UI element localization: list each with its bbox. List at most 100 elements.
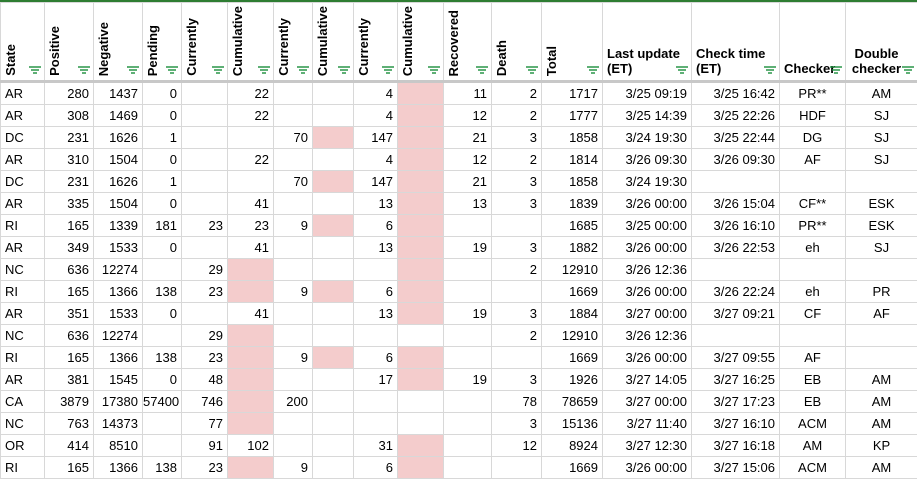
table-cell[interactable]: 3/27 09:21 (692, 303, 780, 325)
table-cell[interactable] (182, 127, 228, 149)
table-cell[interactable]: 23 (182, 215, 228, 237)
table-cell[interactable]: 3/26 00:00 (603, 281, 692, 303)
table-cell[interactable] (692, 259, 780, 281)
table-cell[interactable]: 4 (354, 105, 398, 127)
filter-icon[interactable] (29, 66, 41, 74)
table-cell[interactable] (313, 303, 354, 325)
table-cell[interactable]: NC (1, 413, 45, 435)
table-cell[interactable] (274, 325, 313, 347)
table-cell[interactable]: 1626 (94, 171, 143, 193)
table-cell[interactable] (692, 171, 780, 193)
table-cell[interactable]: 2 (492, 82, 542, 105)
table-cell[interactable]: SJ (846, 105, 917, 127)
table-cell[interactable]: 3/26 12:36 (603, 325, 692, 347)
table-cell[interactable]: 29 (182, 325, 228, 347)
table-cell[interactable]: AR (1, 237, 45, 259)
table-cell[interactable]: PR** (780, 215, 846, 237)
filter-icon[interactable] (338, 66, 350, 74)
table-cell[interactable]: 1 (143, 127, 182, 149)
table-cell[interactable] (492, 347, 542, 369)
table-cell[interactable]: 3/26 00:00 (603, 347, 692, 369)
table-cell[interactable]: 6 (354, 215, 398, 237)
filter-icon[interactable] (764, 66, 776, 74)
table-cell[interactable]: 12910 (542, 259, 603, 281)
table-cell[interactable]: CF** (780, 193, 846, 215)
table-cell[interactable] (313, 193, 354, 215)
table-cell[interactable]: ESK (846, 193, 917, 215)
table-cell[interactable]: 1504 (94, 193, 143, 215)
table-cell[interactable]: AF (846, 303, 917, 325)
column-header-7[interactable]: Cumulative (313, 3, 354, 82)
table-cell[interactable]: AM (846, 82, 917, 105)
table-cell[interactable]: 1884 (542, 303, 603, 325)
table-cell[interactable] (398, 171, 444, 193)
table-cell[interactable]: ESK (846, 215, 917, 237)
table-cell[interactable]: 2 (492, 325, 542, 347)
table-cell[interactable]: 12 (444, 105, 492, 127)
table-cell[interactable]: 3/26 22:53 (692, 237, 780, 259)
filter-icon[interactable] (297, 66, 309, 74)
table-cell[interactable]: 1533 (94, 237, 143, 259)
filter-icon[interactable] (78, 66, 90, 74)
table-cell[interactable]: 57400 (143, 391, 182, 413)
table-cell[interactable]: 1858 (542, 127, 603, 149)
table-cell[interactable]: eh (780, 237, 846, 259)
table-cell[interactable] (274, 303, 313, 325)
table-cell[interactable] (846, 171, 917, 193)
table-cell[interactable] (228, 391, 274, 413)
filter-icon[interactable] (526, 66, 538, 74)
table-cell[interactable] (274, 149, 313, 171)
table-cell[interactable]: 3/27 14:05 (603, 369, 692, 391)
table-cell[interactable]: 3/26 00:00 (603, 237, 692, 259)
table-cell[interactable]: 78659 (542, 391, 603, 413)
table-cell[interactable]: NC (1, 325, 45, 347)
table-cell[interactable] (182, 149, 228, 171)
table-cell[interactable] (444, 347, 492, 369)
table-cell[interactable] (398, 237, 444, 259)
filter-icon[interactable] (830, 66, 842, 74)
column-header-4[interactable]: Currently (182, 3, 228, 82)
table-cell[interactable] (354, 391, 398, 413)
table-cell[interactable] (313, 105, 354, 127)
table-cell[interactable] (398, 435, 444, 457)
table-cell[interactable]: 1469 (94, 105, 143, 127)
table-cell[interactable]: PR (846, 281, 917, 303)
table-cell[interactable]: AR (1, 303, 45, 325)
table-cell[interactable]: 3/27 16:18 (692, 435, 780, 457)
table-cell[interactable] (274, 259, 313, 281)
table-cell[interactable]: 280 (45, 82, 94, 105)
table-cell[interactable]: 636 (45, 325, 94, 347)
table-cell[interactable]: 231 (45, 171, 94, 193)
table-cell[interactable]: HDF (780, 105, 846, 127)
table-cell[interactable]: 12274 (94, 259, 143, 281)
table-cell[interactable] (846, 259, 917, 281)
table-cell[interactable]: EB (780, 369, 846, 391)
column-header-6[interactable]: Currently (274, 3, 313, 82)
table-cell[interactable]: 12274 (94, 325, 143, 347)
table-cell[interactable]: ACM (780, 413, 846, 435)
table-cell[interactable]: 165 (45, 281, 94, 303)
table-cell[interactable] (444, 325, 492, 347)
table-cell[interactable] (274, 413, 313, 435)
table-cell[interactable] (398, 347, 444, 369)
table-cell[interactable]: KP (846, 435, 917, 457)
table-cell[interactable]: 12 (492, 435, 542, 457)
table-cell[interactable] (313, 215, 354, 237)
table-cell[interactable]: 78 (492, 391, 542, 413)
filter-icon[interactable] (382, 66, 394, 74)
table-cell[interactable]: 3 (492, 369, 542, 391)
table-cell[interactable]: RI (1, 281, 45, 303)
table-cell[interactable]: 349 (45, 237, 94, 259)
table-cell[interactable] (354, 259, 398, 281)
table-cell[interactable]: 1366 (94, 281, 143, 303)
table-cell[interactable] (274, 82, 313, 105)
table-cell[interactable]: 3 (492, 193, 542, 215)
column-header-1[interactable]: Positive (45, 3, 94, 82)
table-cell[interactable]: 9 (274, 347, 313, 369)
table-cell[interactable]: 3 (492, 127, 542, 149)
column-header-3[interactable]: Pending (143, 3, 182, 82)
table-cell[interactable]: 3/25 09:19 (603, 82, 692, 105)
table-cell[interactable]: RI (1, 347, 45, 369)
table-cell[interactable] (444, 391, 492, 413)
table-cell[interactable] (274, 237, 313, 259)
